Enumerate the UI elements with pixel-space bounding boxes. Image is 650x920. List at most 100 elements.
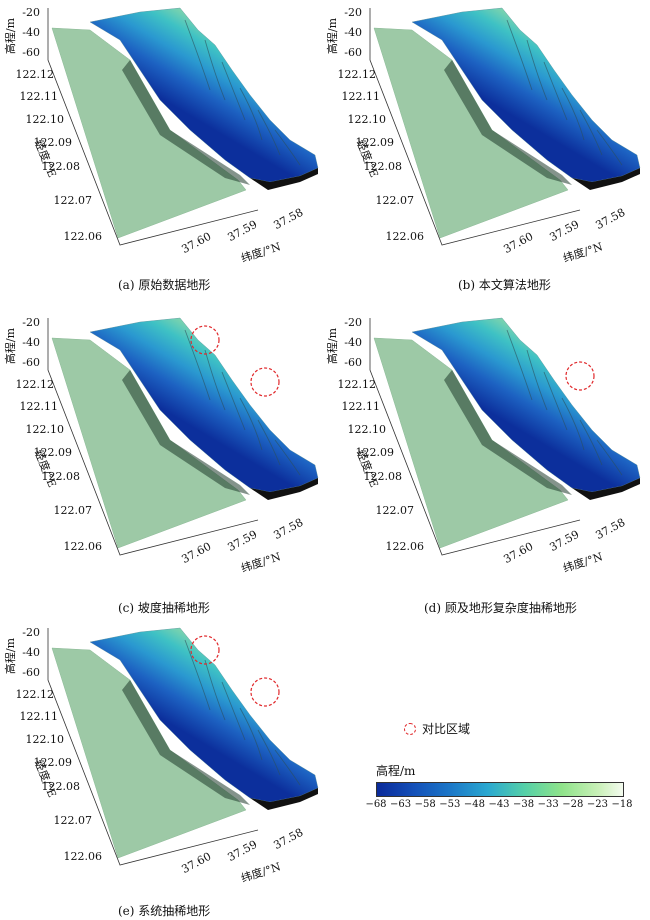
caption-e: (e) 系统抽稀地形 <box>118 904 211 918</box>
colorbar-tick: −63 <box>390 799 412 810</box>
lon-tick-label: 122.07 <box>376 194 415 207</box>
z-tick-label: -40 <box>344 336 362 349</box>
z-tick-label: -20 <box>22 316 40 329</box>
lon-tick-label: 122.11 <box>20 710 59 723</box>
terrain-ridge <box>204 659 226 721</box>
lon-tick-label: 122.10 <box>26 113 65 126</box>
terrain-ridge <box>579 109 603 156</box>
slope-surface <box>89 627 319 803</box>
lat-tick-label: 37.58 <box>271 516 305 542</box>
comparison-region-circle <box>565 361 595 391</box>
panel-c: -20 -40 -60 高程/m 122.12 122.11 122.10 122.09 122… <box>0 310 320 610</box>
compare-region-label: 对比区域 <box>422 722 471 736</box>
lon-tick-label: 122.11 <box>20 400 59 413</box>
lat-tick-label: 37.59 <box>225 528 259 554</box>
terrain-shadow <box>122 370 250 495</box>
lon-tick-label: 122.06 <box>386 540 425 553</box>
lon-tick-label: 122.09 <box>34 136 73 149</box>
caption-d: (d) 顾及地形复杂度抽稀地形 <box>424 601 577 615</box>
caption-c: (c) 坡度抽稀地形 <box>118 601 210 615</box>
axis-frame <box>369 8 581 246</box>
lat-tick-label: 37.58 <box>593 516 627 542</box>
terrain-base <box>250 478 318 500</box>
z-axis-label: 高程/m <box>325 17 339 54</box>
terrain-shadow <box>444 60 572 185</box>
lon-tick-label: 122.07 <box>54 194 93 207</box>
terrain-ridge <box>543 371 568 431</box>
colorbar-tick: −48 <box>463 799 485 810</box>
lon-tick-label: 122.06 <box>64 540 103 553</box>
lon-tick-label: 122.06 <box>64 230 103 243</box>
lon-tick-label: 122.10 <box>26 733 65 746</box>
lat-tick-label: 37.59 <box>225 838 259 864</box>
z-tick-label: -60 <box>22 666 40 679</box>
terrain-surface-plot: -20 -40 -60 高程/m 122.12 122.11 122.10 122.09 122… <box>3 316 319 575</box>
z-tick-label: -20 <box>344 6 362 19</box>
lon-tick-label: 122.11 <box>342 400 381 413</box>
terrain-ridge <box>561 87 585 141</box>
terrain-ridge <box>257 419 281 466</box>
colorbar-ticks: −68 −63 −58 −53 −48 −43 −38 −33 −28 −23 −18 <box>365 797 632 813</box>
slope-surface <box>411 7 641 183</box>
z-tick-label: -40 <box>22 646 40 659</box>
z-tick-label: -60 <box>344 46 362 59</box>
z-axis-label: 高程/m <box>325 327 339 364</box>
terrain-base <box>250 788 318 810</box>
colorbar-tick: −38 <box>513 799 535 810</box>
lat-tick-label: 37.58 <box>271 206 305 232</box>
terrain-ridge <box>184 19 211 91</box>
lon-tick-label: 122.12 <box>16 378 55 391</box>
lat-tick-label: 37.59 <box>547 218 581 244</box>
panel-e: -20 -40 -60 高程/m 122.12 122.11 122.10 122.09 122… <box>0 620 320 920</box>
terrain-ridge <box>506 329 533 401</box>
lon-tick-label: 122.09 <box>34 446 73 459</box>
colorbar-gradient <box>376 782 624 797</box>
lon-tick-label: 122.12 <box>338 68 377 81</box>
lat-axis-label: 纬度/°N <box>561 239 605 265</box>
panel-a: -20 -40 -60 高程/m 122.12 122.11 122.10 122.09 122… <box>0 0 320 300</box>
z-axis-label: 高程/m <box>3 17 17 54</box>
dashed-circle-icon <box>404 722 416 735</box>
terrain-ridge <box>204 349 226 411</box>
comparison-region-circle <box>250 677 280 707</box>
comparison-region-circle <box>190 325 220 355</box>
z-tick-label: -60 <box>22 356 40 369</box>
lon-tick-label: 122.10 <box>348 113 387 126</box>
lon-tick-label: 122.08 <box>364 470 403 483</box>
colorbar-tick: −23 <box>586 799 608 810</box>
lon-tick-label: 122.09 <box>34 756 73 769</box>
colorbar-tick: −68 <box>365 799 387 810</box>
terrain-ridge <box>221 371 246 431</box>
colorbar-tick: −33 <box>537 799 559 810</box>
terrain-ridge <box>274 749 301 786</box>
comparison-region-circle <box>250 367 280 397</box>
terrain-ridge <box>257 109 281 156</box>
lon-tick-label: 122.07 <box>54 504 93 517</box>
lat-tick-label: 37.60 <box>179 540 213 566</box>
terrain-ridge <box>274 129 301 166</box>
terrain-ridge <box>221 681 246 741</box>
lat-axis-label: 纬度/°N <box>239 549 283 575</box>
colorbar-tick: −58 <box>414 799 436 810</box>
lon-tick-label: 122.12 <box>16 68 55 81</box>
terrain-surface-plot: -20 -40 -60 高程/m 122.12 122.11 122.10 122.09 122… <box>3 626 319 885</box>
caption-a: (a) 原始数据地形 <box>118 278 211 292</box>
terrain-ridge <box>274 439 301 476</box>
slope-surface <box>411 317 641 493</box>
colorbar-title: 高程/m <box>376 764 416 778</box>
axis-frame <box>47 318 259 556</box>
terrain-ridge <box>184 329 211 401</box>
comparison-region-circle <box>190 635 220 665</box>
terrain-ridge <box>561 397 585 451</box>
z-axis-label: 高程/m <box>3 637 17 674</box>
lat-tick-label: 37.58 <box>271 826 305 852</box>
z-tick-label: -20 <box>22 6 40 19</box>
terrain-surface-plot: -20 -40 -60 高程/m 122.12 122.11 122.10 122.09 122… <box>3 6 319 265</box>
terrain-surface-plot: -20 -40 -60 高程/m 122.12 122.11 122.10 122.09 122… <box>325 316 641 575</box>
terrain-shadow <box>122 60 250 185</box>
terrain-ridge <box>596 129 623 166</box>
terrain-ridge <box>543 61 568 121</box>
lon-tick-label: 122.09 <box>356 446 395 459</box>
terrain-base <box>250 168 318 190</box>
elevation-colorbar: 高程/m −68 −63 −58 −53 −48 −43 −38 −33 −28 −23 −18 <box>365 762 632 813</box>
